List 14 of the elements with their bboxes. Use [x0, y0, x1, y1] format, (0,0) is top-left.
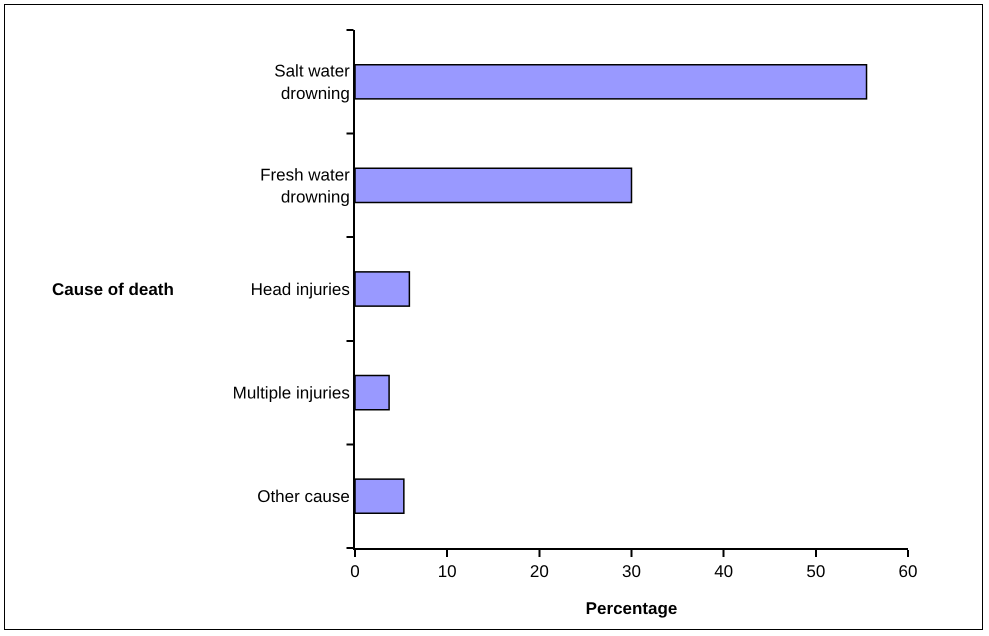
y-tick-label: Multiple injuries: [232, 384, 350, 403]
y-tick-label: Other cause: [257, 487, 350, 506]
x-tick-label: 40: [714, 562, 734, 582]
x-tick-label: 30: [622, 562, 641, 582]
x-tick-label: 0: [350, 562, 360, 582]
x-tick-label: 20: [530, 562, 549, 582]
y-axis-title: Cause of death: [52, 280, 174, 299]
x-tick-label: 50: [806, 562, 826, 582]
y-tick-label: Salt water drowning: [274, 62, 350, 103]
x-axis-title: Percentage: [586, 599, 678, 618]
y-tick-label: Fresh water drowning: [260, 165, 350, 206]
y-tick-label: Head injuries: [250, 280, 350, 299]
x-tick-label: 10: [438, 562, 457, 582]
x-tick-label: 60: [898, 562, 918, 582]
